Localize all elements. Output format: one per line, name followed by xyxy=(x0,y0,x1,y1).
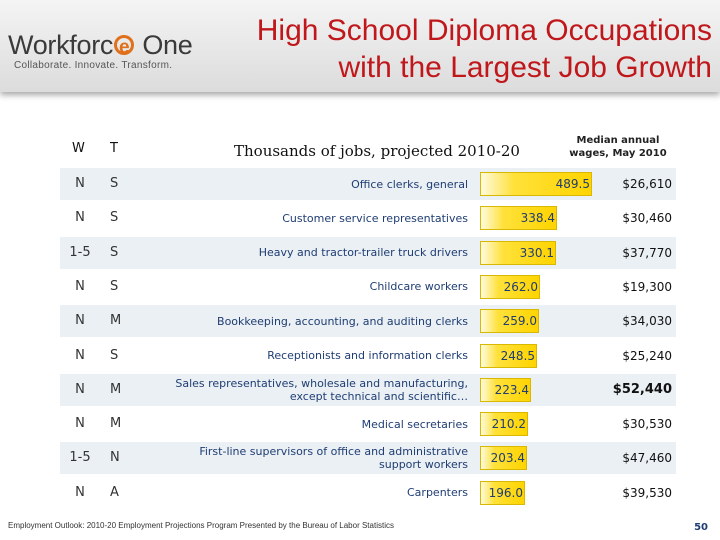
row-w-code: 1-5 xyxy=(69,450,91,466)
bar-value-label: 248.5 xyxy=(500,348,535,363)
bar-value-label: 210.2 xyxy=(491,417,526,432)
bar-value-label: 330.1 xyxy=(519,245,554,260)
bar-value-label: 259.0 xyxy=(502,314,537,329)
occupation-label: Carpenters xyxy=(407,486,468,500)
table-row: 1-5 S Heavy and tractor-trailer truck driv… xyxy=(60,236,676,269)
median-wage: $39,530 xyxy=(622,485,672,500)
bar xyxy=(480,377,531,402)
source-footer: Employment Outlook: 2010-20 Employment P… xyxy=(8,521,394,530)
row-t-code: M xyxy=(110,381,122,397)
bar xyxy=(480,412,528,437)
row-t-code: S xyxy=(110,176,119,191)
median-wage: $47,460 xyxy=(622,451,672,466)
column-header-wages: Median annual wages, May 2010 xyxy=(569,135,667,159)
median-wage: $37,770 xyxy=(622,245,672,260)
title-line-1: High School Diploma Occupations xyxy=(256,14,712,47)
bar xyxy=(480,446,527,471)
row-t-code: S xyxy=(110,244,119,260)
table-row: N S Childcare workers 262.0 $19,300 xyxy=(60,271,676,303)
bar xyxy=(480,343,537,368)
median-wage: $19,300 xyxy=(622,279,672,294)
row-w-code: N xyxy=(75,313,85,329)
row-w-code: N xyxy=(75,347,85,363)
logo-e-swirl-icon: e xyxy=(114,35,135,57)
row-w-code: N xyxy=(75,278,85,294)
occupation-label: Receptionists and information clerks xyxy=(267,349,468,362)
bar-value-label: 223.4 xyxy=(494,382,529,397)
median-wage: $34,030 xyxy=(622,314,672,329)
bar xyxy=(480,172,592,196)
median-wage: $25,240 xyxy=(622,348,672,363)
bar-value-label: 262.0 xyxy=(503,279,538,294)
table-row: N S Receptionists and information clerks 24… xyxy=(60,340,676,372)
page-number: 50 xyxy=(694,522,708,533)
workforce-one-logo: Workforc e One xyxy=(8,30,193,60)
occupation-label: Medical secretaries xyxy=(361,417,468,431)
table-row: N S Customer service representatives 338.4 $… xyxy=(60,202,676,234)
table-row: N M Bookkeeping, accounting, and auditing … xyxy=(60,305,676,338)
occupation-label: Heavy and tractor-trailer truck drivers xyxy=(258,246,468,260)
row-t-code: M xyxy=(110,416,122,432)
median-wage: $30,460 xyxy=(622,211,672,226)
row-w-code: N xyxy=(75,484,85,500)
bar xyxy=(480,274,540,299)
occupation-label: Sales representatives, wholesale and man… xyxy=(175,376,468,403)
slide-title: High School Diploma Occupations with the… xyxy=(182,12,712,86)
occupation-label: First-line supervisors of office and adm… xyxy=(199,445,468,472)
occupation-label: Office clerks, general xyxy=(351,177,468,191)
table-row: N M Sales representatives, wholesale and m… xyxy=(60,373,676,406)
logo-tagline: Collaborate. Innovate. Transform. xyxy=(14,60,173,71)
bar xyxy=(480,480,525,505)
row-t-code: M xyxy=(110,313,122,329)
column-header-thousands: Thousands of jobs, projected 2010-20 xyxy=(234,142,520,160)
bar xyxy=(480,309,539,334)
median-wage: $30,530 xyxy=(622,417,672,432)
bar-value-label: 489.5 xyxy=(555,177,590,191)
occupation-label: Childcare workers xyxy=(369,280,468,294)
row-t-code: A xyxy=(110,484,119,500)
row-t-code: S xyxy=(110,210,119,226)
median-wage: $52,440 xyxy=(612,381,672,397)
row-w-code: N xyxy=(75,210,85,226)
slide-header: Workforc e One Collaborate. Innovate. Tra… xyxy=(0,0,720,92)
table-row: N M Medical secretaries 210.2 $30,530 xyxy=(60,408,676,440)
column-header-w: W xyxy=(72,141,85,156)
column-header-t: T xyxy=(110,141,118,156)
row-w-code: N xyxy=(75,381,85,397)
table-row: N S Office clerks, general 489.5 $26,610 xyxy=(60,168,676,200)
table-row: N A Carpenters 196.0 $39,530 xyxy=(60,477,676,509)
bar-value-label: 196.0 xyxy=(488,485,523,500)
row-w-code: N xyxy=(75,176,85,191)
occupation-label: Customer service representatives xyxy=(282,211,468,225)
bar xyxy=(480,206,557,231)
row-t-code: S xyxy=(110,278,119,294)
row-w-code: N xyxy=(75,416,85,432)
bar-value-label: 203.4 xyxy=(490,451,525,466)
title-line-2: with the Largest Job Growth xyxy=(338,51,712,84)
bar-value-label: 338.4 xyxy=(520,211,555,226)
row-t-code: S xyxy=(110,347,119,363)
table-row: 1-5 N First-line supervisors of office and… xyxy=(60,442,676,475)
bar xyxy=(480,240,556,265)
median-wage: $26,610 xyxy=(622,177,672,191)
row-w-code: 1-5 xyxy=(69,244,91,260)
occupation-label: Bookkeeping, accounting, and auditing cl… xyxy=(217,314,468,328)
row-t-code: N xyxy=(110,450,120,466)
